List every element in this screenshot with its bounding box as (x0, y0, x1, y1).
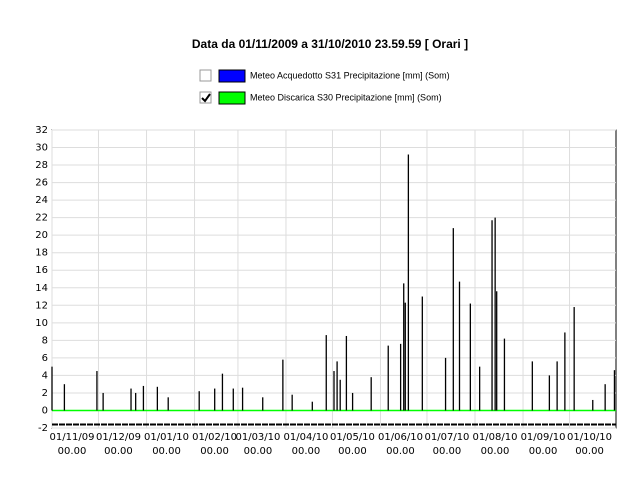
legend-swatch (218, 91, 246, 105)
x-tick-label: 00.00 (386, 446, 415, 457)
y-tick-label: 14 (35, 283, 48, 294)
y-tick-label: -2 (38, 423, 48, 434)
y-tick-label: 28 (35, 160, 48, 171)
x-tick-label: 01/07/10 (425, 432, 470, 443)
legend-swatch (218, 69, 246, 83)
x-tick-label: 01/10/10 (567, 432, 612, 443)
x-tick-label: 00.00 (433, 446, 462, 457)
y-tick-label: 12 (35, 300, 48, 311)
y-tick-label: 30 (35, 143, 48, 154)
y-tick-label: 8 (42, 335, 48, 346)
x-tick-label: 01/04/10 (284, 432, 329, 443)
legend-checkbox[interactable] (199, 91, 212, 104)
y-tick-label: 32 (35, 125, 48, 136)
x-tick-label: 01/12/09 (96, 432, 141, 443)
y-tick-label: 18 (35, 248, 48, 259)
x-tick-label: 00.00 (338, 446, 367, 457)
y-tick-label: 22 (35, 213, 48, 224)
y-tick-label: 16 (35, 265, 48, 276)
x-tick-label: 01/02/10 (192, 432, 237, 443)
x-tick-label: 00.00 (104, 446, 133, 457)
y-tick-label: 24 (35, 195, 48, 206)
x-tick-label: 00.00 (58, 446, 87, 457)
x-tick-label: 00.00 (575, 446, 604, 457)
x-tick-label: 00.00 (244, 446, 273, 457)
y-tick-label: 26 (35, 178, 48, 189)
chart-title: Data da 01/11/2009 a 31/10/2010 23.59.59… (192, 37, 468, 51)
y-tick-label: 10 (35, 318, 48, 329)
legend-label: Meteo Discarica S30 Precipitazione [mm] … (250, 92, 442, 102)
y-tick-label: 0 (42, 405, 48, 416)
check-mark (201, 93, 211, 103)
x-tick-label: 00.00 (152, 446, 181, 457)
x-tick-label: 01/09/10 (521, 432, 566, 443)
x-tick-label: 01/06/10 (378, 432, 423, 443)
x-tick-label: 00.00 (292, 446, 321, 457)
y-tick-label: 4 (42, 370, 48, 381)
x-tick-label: 00.00 (200, 446, 229, 457)
legend-label: Meteo Acquedotto S31 Precipitazione [mm]… (250, 70, 450, 80)
x-tick-label: 01/11/09 (50, 432, 95, 443)
x-tick-label: 01/01/10 (144, 432, 189, 443)
x-tick-label: 01/08/10 (473, 432, 518, 443)
y-tick-label: 20 (35, 230, 48, 241)
x-tick-label: 00.00 (529, 446, 558, 457)
x-tick-label: 01/03/10 (235, 432, 280, 443)
x-tick-label: 00.00 (481, 446, 510, 457)
y-tick-label: 6 (42, 353, 48, 364)
legend-checkbox[interactable] (199, 69, 212, 82)
y-tick-label: 2 (42, 388, 48, 399)
x-tick-label: 01/05/10 (330, 432, 375, 443)
